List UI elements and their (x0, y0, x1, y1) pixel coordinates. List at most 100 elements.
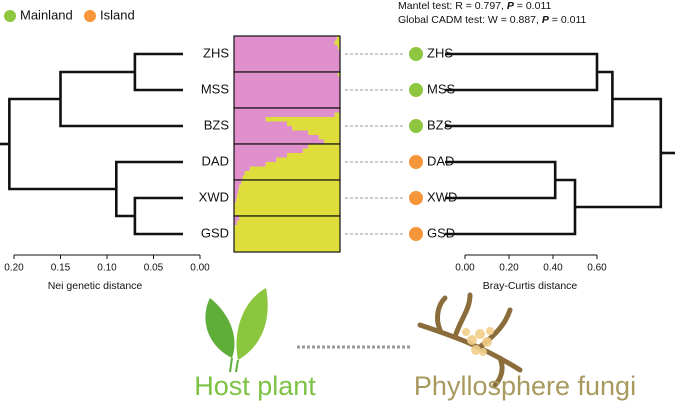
tick-label: 0.05 (144, 263, 164, 274)
icons (205, 288, 523, 388)
pink-segment (234, 63, 340, 68)
group-dot (409, 155, 423, 169)
pink-segment (234, 112, 335, 118)
tick-label: 0.15 (51, 263, 71, 274)
admixture-bar (336, 36, 340, 41)
leaf-icon (205, 298, 235, 358)
dendrogram-branch (445, 52, 599, 92)
population-label: BZS (204, 117, 230, 132)
pink-segment (234, 126, 293, 131)
admixture-bar (324, 139, 340, 145)
admixture-bar (276, 157, 340, 163)
admixture-bar (265, 117, 340, 122)
pink-segment (234, 162, 266, 167)
pink-segment (234, 148, 303, 154)
admixture-bar (239, 216, 340, 221)
population-label: ZHS (427, 45, 453, 60)
admixture-bar (234, 234, 340, 239)
pink-segment (234, 166, 250, 172)
dendrogram-branch (445, 70, 614, 128)
admixture-bar (308, 130, 340, 136)
pink-segment (234, 58, 340, 64)
admixture-bar (337, 72, 340, 77)
pink-segment (234, 135, 319, 140)
pink-segment (234, 121, 287, 127)
tick-label: 0.40 (543, 263, 563, 274)
population-label: GSD (201, 225, 229, 240)
admixture-bar (242, 175, 340, 181)
pink-segment (234, 72, 338, 77)
pink-segment (234, 189, 239, 194)
pink-segment (234, 117, 266, 122)
pink-segment (234, 94, 340, 100)
pink-segment (234, 85, 340, 91)
tick-label: 0.20 (4, 263, 24, 274)
pink-segment (234, 49, 340, 55)
population-label: BZS (427, 117, 453, 132)
pink-segment (234, 67, 340, 73)
admixture-bar (308, 144, 340, 149)
pink-segment (234, 103, 340, 109)
pink-segment (234, 175, 243, 181)
host-plant-label: Host plant (194, 371, 316, 401)
tick-label: 0.00 (190, 263, 210, 274)
pink-segment (234, 184, 240, 190)
population-label: MSS (427, 81, 456, 96)
pink-segment (234, 108, 340, 113)
dendrogram-branch (575, 97, 663, 209)
admixture-bar (238, 189, 340, 194)
admixture-bar (334, 40, 340, 46)
population-label: ZHS (203, 45, 229, 60)
leaf-stem (229, 357, 239, 373)
admixture-bar (239, 184, 340, 190)
pink-segment (234, 130, 309, 136)
pink-segment (234, 144, 309, 149)
pink-segment (234, 153, 287, 158)
admixture-bar (234, 207, 340, 212)
admixture-bar (234, 243, 340, 248)
pink-segment (234, 36, 337, 41)
admixture-bar (237, 220, 340, 226)
legend-dot (84, 10, 96, 22)
admixture-bar (234, 229, 340, 235)
admixture-bar (249, 166, 340, 172)
dendrogram (445, 52, 675, 236)
pink-segment (234, 157, 277, 163)
group-dot (409, 119, 423, 133)
admixture-bar (337, 45, 340, 50)
admixture-bar (234, 202, 340, 208)
pink-segment (234, 171, 245, 176)
axis-label: Bray-Curtis distance (483, 280, 578, 292)
admixture-bar (234, 238, 340, 244)
population-label: GSD (427, 225, 455, 240)
tick-label: 0.00 (455, 263, 475, 274)
admixture-bar (265, 162, 340, 167)
pink-segment (234, 45, 338, 50)
pink-segment (234, 54, 340, 59)
pink-segment (234, 193, 238, 199)
spores (462, 327, 494, 356)
mantel-stat: Mantel test: R = 0.797, P = 0.011 (398, 0, 551, 12)
admixture-bar (287, 121, 340, 127)
admixture-bar (302, 148, 340, 154)
dendrogram-branch (133, 52, 183, 92)
pink-segment (234, 81, 340, 86)
population-label: MSS (201, 81, 230, 96)
admixture-bar (287, 153, 340, 158)
pink-segment (234, 216, 240, 221)
group-dot (409, 191, 423, 205)
group-dot (409, 47, 423, 61)
admixture-bar (334, 112, 340, 118)
pink-segment (234, 99, 340, 104)
dendrogram-branch (133, 196, 183, 236)
dendrogram-branch (115, 160, 183, 218)
admixture-bar (318, 135, 340, 140)
tick-label: 0.60 (587, 263, 607, 274)
population-label: DAD (427, 153, 454, 168)
pink-segment (234, 180, 242, 185)
dendrogram-branch (445, 160, 557, 200)
admixture-bar (241, 180, 340, 185)
tick-label: 0.10 (97, 263, 117, 274)
population-label: XWD (427, 189, 457, 204)
